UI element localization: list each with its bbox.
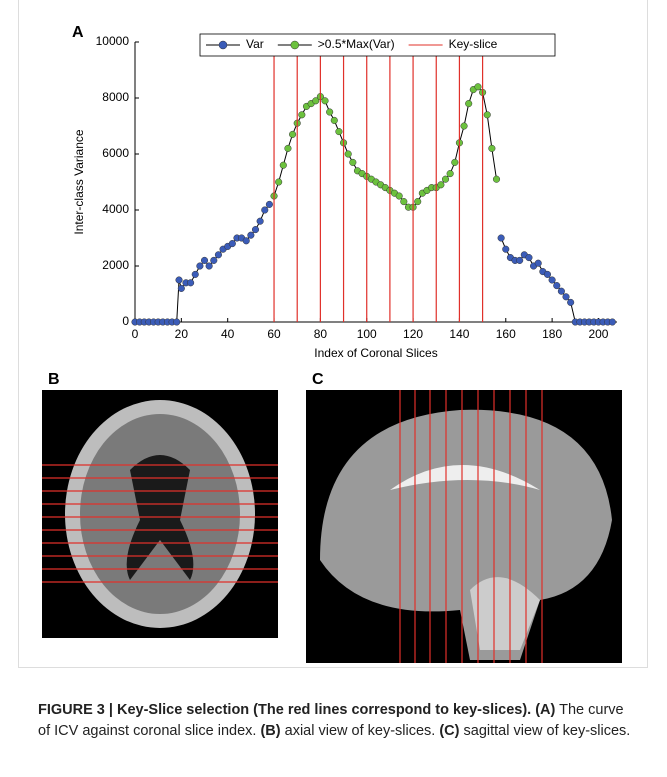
data-point [465, 100, 472, 107]
data-point [558, 288, 565, 295]
legend-label: Var [246, 37, 264, 51]
data-point [567, 299, 574, 306]
data-point [526, 254, 533, 261]
data-point [206, 263, 213, 270]
data-point [229, 240, 236, 247]
data-point [461, 123, 468, 130]
data-point [442, 176, 449, 183]
legend: Var >0.5*Max(Var) Key-slice [200, 34, 555, 56]
data-point [215, 252, 222, 259]
data-point [544, 271, 551, 278]
y-tick-label: 10000 [96, 34, 130, 48]
caption-label: (B) [260, 723, 280, 739]
data-point [447, 170, 454, 177]
caption: FIGURE 3 | Key-Slice selection (The red … [38, 700, 638, 742]
data-point [350, 159, 357, 166]
panel-label: A [72, 24, 84, 41]
data-point [243, 238, 250, 245]
data-point [299, 112, 306, 119]
data-point [266, 201, 273, 208]
chart: A Index of Coronal Slices Inter-class Va… [0, 0, 667, 380]
legend-marker [219, 41, 227, 49]
y-axis-label: Inter-class Variance [72, 129, 86, 234]
caption-label: (A) [535, 702, 555, 718]
data-point [187, 280, 194, 287]
data-point [261, 207, 268, 214]
x-axis-label: Index of Coronal Slices [314, 346, 437, 360]
data-point [280, 162, 287, 169]
x-tick-label: 180 [542, 327, 562, 341]
legend-label: Key-slice [449, 37, 498, 51]
x-tick-label: 80 [314, 327, 328, 341]
data-point [345, 151, 352, 158]
data-point [257, 218, 264, 225]
x-tick-label: 60 [267, 327, 281, 341]
data-point [535, 260, 542, 267]
data-point [192, 271, 199, 278]
data-point [549, 277, 556, 284]
data-point [176, 277, 183, 284]
legend-label: >0.5*Max(Var) [318, 37, 395, 51]
data-point [489, 145, 496, 152]
data-point [178, 285, 185, 292]
y-tick-label: 0 [122, 314, 129, 328]
legend-marker [291, 41, 299, 49]
x-tick-label: 100 [357, 327, 377, 341]
data-point [285, 145, 292, 152]
data-point [516, 257, 523, 264]
x-tick-label: 40 [221, 327, 235, 341]
y-tick-label: 2000 [102, 258, 129, 272]
y-tick-label: 6000 [102, 146, 129, 160]
data-point [484, 112, 491, 119]
data-point [396, 193, 403, 200]
y-tick-label: 8000 [102, 90, 129, 104]
page: A Index of Coronal Slices Inter-class Va… [0, 0, 667, 777]
data-point [201, 257, 208, 264]
data-point [252, 226, 259, 233]
x-tick-label: 0 [132, 327, 139, 341]
data-point [326, 109, 333, 116]
x-tick-label: 160 [496, 327, 516, 341]
x-tick-label: 20 [175, 327, 189, 341]
data-point [438, 182, 445, 189]
data-point [401, 198, 408, 205]
data-point [609, 319, 616, 326]
data-point [173, 319, 180, 326]
data-point [414, 198, 421, 205]
caption-label: (C) [439, 723, 459, 739]
data-point [210, 257, 217, 264]
caption-text: sagittal view of key-slices. [464, 723, 631, 739]
data-point [331, 117, 338, 124]
x-tick-label: 140 [449, 327, 469, 341]
data-point [493, 176, 500, 183]
caption-text: axial view of key-slices. [285, 723, 436, 739]
data-point [248, 232, 255, 239]
data-point [322, 98, 329, 105]
data-point [498, 235, 505, 242]
data-point [275, 179, 282, 186]
data-point [197, 263, 204, 270]
data-point [289, 131, 296, 138]
data-point [563, 294, 570, 301]
x-tick-label: 200 [588, 327, 608, 341]
data-point [502, 246, 509, 253]
data-point [336, 128, 343, 135]
data-point [475, 84, 482, 91]
data-point [553, 282, 560, 289]
x-tick-label: 120 [403, 327, 423, 341]
caption-title: FIGURE 3 | Key-Slice selection (The red … [38, 702, 531, 718]
data-point [451, 159, 458, 166]
y-tick-label: 4000 [102, 202, 129, 216]
